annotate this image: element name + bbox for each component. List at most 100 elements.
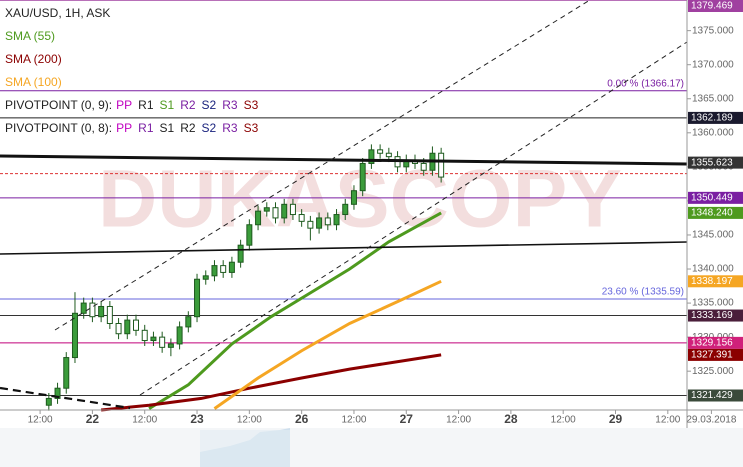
candle-body (377, 149, 384, 154)
candle-body (63, 357, 70, 389)
candle-body (263, 207, 270, 212)
legend-item: PP (116, 121, 132, 135)
candle-body (237, 244, 244, 263)
price-tag-label: 1350.449 (691, 192, 733, 203)
legend-entry: PIVOTPOINT (0, 8): PP R1 S1 R2 S2 R3 S3 (5, 121, 259, 135)
x-tick-label: 26 (295, 412, 309, 426)
candle-body (281, 203, 288, 219)
price-tag-label: 1338.197 (691, 276, 733, 287)
trend-line (0, 154, 688, 166)
candle-body (342, 203, 349, 216)
legend-item: R2 (180, 98, 196, 112)
price-tag-label: 1355.623 (691, 157, 733, 168)
candle-body (141, 329, 148, 342)
legend-item: S1 (160, 121, 175, 135)
x-tick-label: 12:00 (341, 415, 366, 426)
candle-body (167, 343, 174, 348)
legend-item: S2 (202, 98, 217, 112)
y-tick-label: 1360.000 (692, 127, 734, 138)
legend-entry: SMA (200) (5, 52, 62, 66)
candle-body (385, 152, 392, 158)
legend-item: PP (116, 98, 132, 112)
x-tick-label: 12:00 (551, 415, 576, 426)
price-tag-label: 1321.429 (691, 390, 733, 401)
candle-body (202, 275, 209, 280)
legend-item: R3 (222, 121, 238, 135)
y-tick-label: 1340.000 (692, 264, 734, 275)
sma-line (213, 279, 442, 410)
trend-line (0, 241, 688, 255)
legend-item: S1 (160, 98, 175, 112)
price-tag-label: 1329.156 (691, 338, 733, 349)
legend-entry: SMA (100) (5, 75, 62, 89)
legend-title: XAU/USD, 1H, ASK (5, 6, 110, 20)
x-tick-label: 27 (400, 412, 414, 426)
candle-body (359, 162, 366, 192)
candle-body (45, 397, 52, 406)
candle-body (272, 207, 279, 219)
level-label: 0.00 % (1366.17) (607, 78, 684, 89)
legend-item: PIVOTPOINT (0, 8): (5, 121, 112, 135)
candle-body (176, 326, 183, 345)
y-tick-label: 1345.000 (692, 230, 734, 241)
candle-body (98, 305, 105, 318)
candle-body (350, 190, 357, 205)
candle-body (194, 278, 201, 318)
candle-body (89, 302, 96, 318)
candle-body (80, 302, 87, 314)
legend-item: S3 (244, 121, 259, 135)
candle-body (115, 323, 122, 335)
x-tick-label: 12:00 (655, 415, 680, 426)
x-tick-label: 12:00 (28, 415, 53, 426)
legend-entry: SMA (55) (5, 29, 55, 43)
candle-body (71, 312, 78, 359)
x-tick-label: 12:00 (132, 415, 157, 426)
x-tick-label: 29 (609, 412, 623, 426)
candle-body (185, 316, 192, 328)
legend-entry: PIVOTPOINT (0, 9): PP R1 S1 R2 S2 R3 S3 (5, 98, 259, 112)
legend-item: R2 (180, 121, 196, 135)
price-tag (688, 156, 743, 169)
candle-body (255, 210, 262, 226)
x-tick-label: 23 (190, 412, 204, 426)
candle-body (159, 336, 166, 348)
x-tick-label: 12:00 (446, 415, 471, 426)
candle-body (420, 162, 427, 171)
candle-body (368, 149, 375, 164)
y-tick-label: 1335.000 (692, 298, 734, 309)
price-tag-label: 1348.240 (691, 208, 733, 219)
candle-body (106, 305, 113, 325)
level-label: 23.60 % (1335.59) (602, 287, 684, 298)
price-tag (688, 206, 743, 219)
x-tick-label: 29.03.2018 (686, 415, 736, 426)
navigator-window[interactable] (200, 430, 290, 467)
candle-body (228, 261, 235, 273)
trend-line (0, 386, 131, 410)
price-tag (688, 348, 743, 361)
sma-line (100, 353, 442, 412)
legend-item: R1 (138, 121, 154, 135)
legend-item: R3 (222, 98, 238, 112)
legend-item: PIVOTPOINT (0, 9): (5, 98, 112, 112)
candle-body (133, 319, 140, 331)
price-tag (688, 111, 743, 124)
x-tick-label: 28 (504, 412, 518, 426)
price-tag (688, 191, 743, 204)
candle-body (289, 203, 296, 216)
channel-line (139, 41, 688, 396)
candle-body (220, 265, 227, 273)
price-tag (688, 0, 743, 12)
y-tick-label: 1325.000 (692, 366, 734, 377)
y-tick-label: 1375.000 (692, 25, 734, 36)
candle-body (333, 214, 340, 226)
candle-body (246, 224, 253, 246)
x-tick-label: 22 (86, 412, 100, 426)
price-tag-label: 1362.189 (691, 113, 733, 124)
candle-body (211, 265, 218, 277)
candle-body (298, 214, 305, 222)
x-tick-label: 12:00 (237, 415, 262, 426)
candle-body (54, 387, 61, 399)
candle-body (316, 217, 323, 229)
